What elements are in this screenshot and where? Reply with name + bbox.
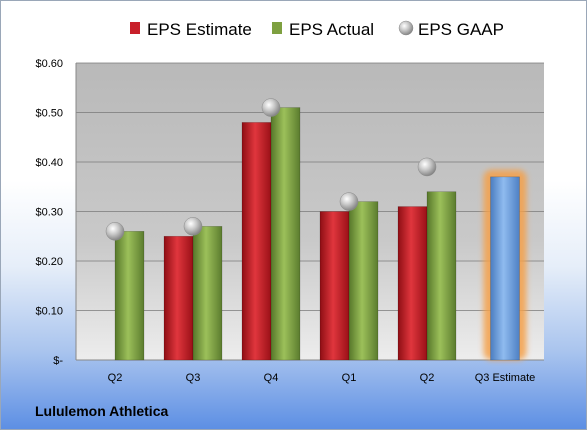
company-name: Lululemon Athletica <box>35 403 169 419</box>
legend-label: EPS GAAP <box>418 20 504 39</box>
legend-swatch <box>272 22 282 34</box>
eps-gaap-point <box>105 222 125 241</box>
y-tick-label: $- <box>53 355 63 367</box>
y-tick-label: $0.20 <box>35 256 63 268</box>
y-tick-label: $0.40 <box>35 157 63 169</box>
eps-actual-bar <box>426 191 457 361</box>
q3-estimate-bar <box>490 176 520 361</box>
x-tick-label: Q1 <box>342 372 357 384</box>
x-tick-label: Q2 <box>108 372 123 384</box>
eps-estimate-bar <box>397 206 428 361</box>
x-tick-label: Q4 <box>264 372 279 384</box>
legend-swatch <box>130 22 140 34</box>
y-tick-label: $0.30 <box>35 207 63 219</box>
y-tick-label: $0.10 <box>35 306 63 318</box>
eps-gaap-point <box>339 192 359 211</box>
legend-label: EPS Actual <box>289 20 374 39</box>
y-tick-label: $0.60 <box>35 58 63 70</box>
legend: EPS Estimate EPS Actual EPS GAAP <box>130 20 504 39</box>
x-tick-label: Q3 Estimate <box>475 372 536 384</box>
eps-actual-bar <box>114 231 145 361</box>
eps-gaap-point <box>183 217 203 236</box>
eps-actual-bar <box>348 201 379 361</box>
eps-gaap-point <box>261 98 281 117</box>
eps-estimate-bar <box>319 211 350 361</box>
plot-area: $- $0.10 $0.20 $0.30 $0.40 $0.50 $0.60 Q2 Q3 Q4 Q1… <box>35 58 544 384</box>
eps-estimate-bar <box>241 122 272 361</box>
eps-actual-bar <box>270 107 301 361</box>
eps-estimate-bar <box>163 235 194 361</box>
eps-actual-bar <box>192 226 223 361</box>
legend-label: EPS Estimate <box>147 20 252 39</box>
x-tick-label: Q3 <box>186 372 201 384</box>
eps-gaap-point <box>417 157 437 177</box>
legend-swatch <box>398 20 414 36</box>
x-tick-label: Q2 <box>420 372 435 384</box>
y-tick-label: $0.50 <box>35 108 63 120</box>
